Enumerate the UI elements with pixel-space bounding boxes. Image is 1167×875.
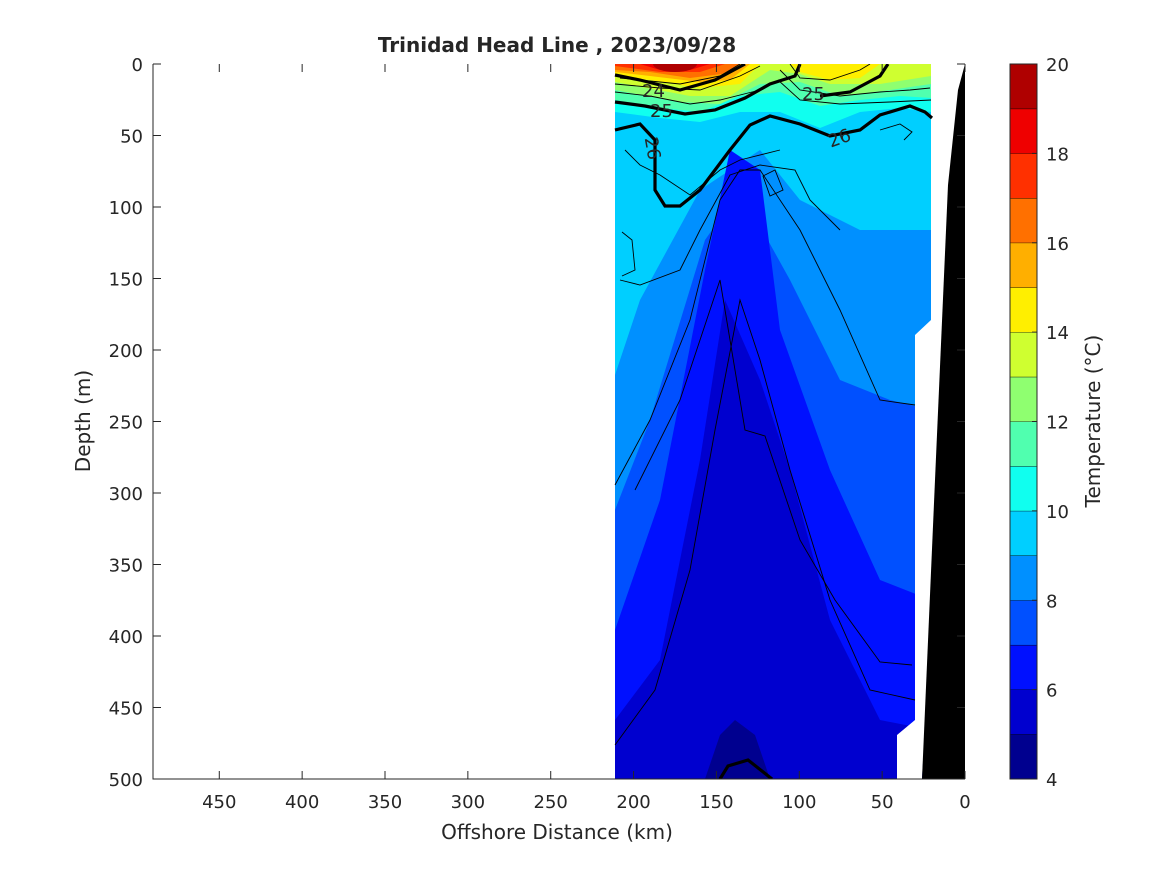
colorbar <box>1009 63 1038 780</box>
colorbar-tick-label: 8 <box>1046 591 1057 612</box>
y-tick-label: 200 <box>109 341 143 362</box>
colorbar-tick-label: 18 <box>1046 144 1069 165</box>
thin-contours <box>614 64 932 746</box>
y-tick-label: 400 <box>109 627 143 648</box>
colorbar-tick-label: 14 <box>1046 323 1069 344</box>
land-mask <box>922 64 965 779</box>
y-axis-ticks: 0 50 100 150 200 250 300 350 400 450 500 <box>109 55 965 791</box>
colorbar-tick-label: 4 <box>1046 770 1057 791</box>
x-tick-label: 400 <box>285 792 319 813</box>
colorbar-tick-label: 20 <box>1046 55 1069 76</box>
contour-label-25b: 25 <box>802 84 825 105</box>
colorbar-segment <box>1010 689 1037 735</box>
x-tick-label: 450 <box>202 792 236 813</box>
x-tick-label: 100 <box>782 792 816 813</box>
colorbar-segment <box>1010 734 1037 779</box>
contour-label-24: 24 <box>642 81 665 102</box>
y-tick-label: 50 <box>120 127 143 148</box>
colorbar-segment <box>1010 242 1037 288</box>
y-tick-label: 250 <box>109 413 143 434</box>
y-tick-label: 0 <box>132 55 143 76</box>
contour-label-25a: 25 <box>650 101 673 122</box>
colorbar-tick-label: 10 <box>1046 502 1069 523</box>
y-tick-label: 450 <box>109 699 143 720</box>
x-tick-label: 150 <box>699 792 733 813</box>
y-tick-label: 500 <box>109 770 143 791</box>
thick-contours <box>614 64 934 779</box>
colorbar-segment <box>1010 644 1037 690</box>
x-tick-label: 250 <box>534 792 568 813</box>
colorbar-segment <box>1010 332 1037 377</box>
y-tick-label: 300 <box>109 484 143 505</box>
colorbar-segment <box>1010 287 1037 333</box>
x-axis-ticks: 450 400 350 300 250 200 150 100 50 0 <box>202 64 971 813</box>
colorbar-ticks: 4 6 8 10 12 14 16 18 20 <box>1032 55 1069 791</box>
colorbar-segment <box>1010 466 1037 511</box>
x-tick-label: 300 <box>451 792 485 813</box>
y-tick-label: 350 <box>109 556 143 577</box>
colorbar-segment <box>1010 153 1037 199</box>
x-tick-label: 350 <box>368 792 402 813</box>
x-axis-label: Offshore Distance (km) <box>441 820 673 844</box>
band-5-6 <box>615 300 931 779</box>
colorbar-segment <box>1010 376 1037 422</box>
y-tick-label: 100 <box>109 198 143 219</box>
x-tick-label: 200 <box>616 792 650 813</box>
x-tick-label: 0 <box>959 792 970 813</box>
colorbar-segment <box>1010 108 1037 154</box>
colorbar-segment <box>1010 198 1037 243</box>
temperature-field: 24 25 25 26 26 <box>614 64 965 779</box>
colorbar-segment <box>1010 600 1037 645</box>
colorbar-tick-label: 12 <box>1046 413 1069 434</box>
x-tick-label: 50 <box>871 792 894 813</box>
colorbar-tick-label: 6 <box>1046 681 1057 702</box>
y-tick-label: 150 <box>109 270 143 291</box>
colorbar-tick-label: 16 <box>1046 234 1069 255</box>
colorbar-segment <box>1010 510 1037 556</box>
colorbar-label: Temperature (°C) <box>1081 335 1105 509</box>
colorbar-segment <box>1010 64 1037 109</box>
contour-label-26a: 26 <box>640 135 665 161</box>
colorbar-segment <box>1010 421 1037 467</box>
y-axis-label: Depth (m) <box>71 370 95 472</box>
band-19-20 <box>653 64 697 72</box>
colorbar-segment <box>1010 555 1037 601</box>
chart-title: Trinidad Head Line , 2023/09/28 <box>378 33 736 57</box>
